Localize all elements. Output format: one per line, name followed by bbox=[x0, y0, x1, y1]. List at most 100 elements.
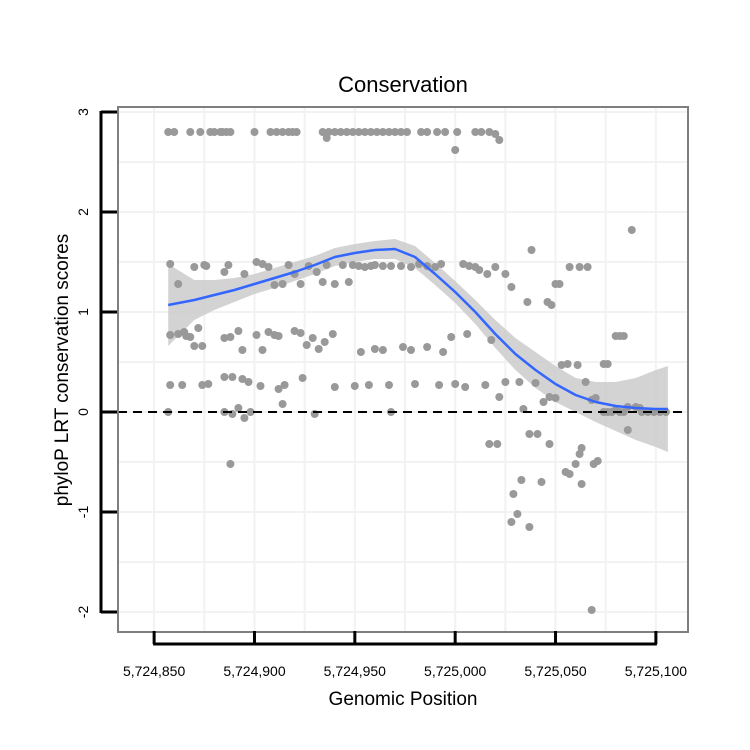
data-point bbox=[487, 336, 496, 344]
data-point bbox=[244, 378, 253, 386]
data-point bbox=[330, 383, 339, 391]
data-point bbox=[451, 380, 460, 388]
data-point bbox=[513, 510, 522, 518]
data-point bbox=[174, 280, 183, 288]
data-point bbox=[220, 268, 229, 276]
data-point bbox=[563, 360, 572, 368]
data-point bbox=[517, 476, 526, 484]
y-tick-label: 2 bbox=[75, 208, 91, 216]
data-point bbox=[533, 430, 542, 438]
data-point bbox=[278, 280, 287, 288]
data-point bbox=[246, 408, 255, 416]
data-point bbox=[258, 346, 267, 354]
data-point bbox=[320, 338, 329, 346]
data-point bbox=[565, 263, 574, 271]
data-point bbox=[198, 342, 207, 350]
data-point bbox=[348, 128, 357, 136]
data-point bbox=[240, 270, 249, 278]
grid-lines bbox=[118, 107, 688, 632]
data-point bbox=[537, 478, 546, 486]
data-point bbox=[485, 440, 494, 448]
data-point bbox=[397, 128, 405, 136]
data-point bbox=[220, 334, 229, 342]
data-point bbox=[296, 280, 305, 288]
x-tick-label: 5,725,000 bbox=[424, 663, 486, 679]
data-point bbox=[342, 128, 351, 136]
data-point bbox=[256, 382, 265, 390]
data-point bbox=[387, 262, 395, 270]
data-point bbox=[575, 263, 584, 271]
x-tick-label: 5,725,100 bbox=[625, 663, 687, 679]
data-point bbox=[330, 128, 339, 136]
data-point bbox=[348, 261, 357, 269]
data-point bbox=[463, 330, 472, 338]
data-point bbox=[270, 281, 279, 289]
data-point bbox=[619, 332, 628, 340]
data-point bbox=[407, 263, 415, 271]
data-point bbox=[224, 261, 233, 269]
data-point bbox=[166, 331, 175, 339]
x-tick-label: 5,725,050 bbox=[524, 663, 586, 679]
data-point bbox=[437, 260, 446, 268]
smooth-line-layer bbox=[167, 247, 668, 411]
x-tick-label: 5,724,900 bbox=[223, 663, 285, 679]
data-point bbox=[475, 266, 484, 274]
data-point bbox=[637, 408, 646, 416]
data-point bbox=[264, 328, 273, 336]
data-point bbox=[525, 523, 534, 531]
data-point bbox=[194, 324, 203, 332]
data-point bbox=[360, 263, 369, 271]
data-point bbox=[198, 381, 207, 389]
data-point bbox=[378, 346, 387, 354]
data-point bbox=[619, 408, 628, 416]
data-point bbox=[545, 393, 554, 401]
data-point bbox=[186, 333, 195, 341]
data-point bbox=[166, 381, 175, 389]
data-point bbox=[302, 341, 311, 349]
data-point bbox=[238, 375, 247, 383]
data-point bbox=[523, 298, 532, 306]
confidence-ribbon bbox=[168, 239, 668, 452]
data-point bbox=[278, 400, 287, 408]
data-point bbox=[228, 373, 237, 381]
data-point bbox=[623, 426, 632, 434]
data-point bbox=[491, 130, 500, 138]
data-point bbox=[204, 380, 213, 388]
data-point bbox=[274, 385, 283, 393]
data-point bbox=[525, 430, 534, 438]
data-point bbox=[431, 263, 440, 271]
x-axis: 5,724,850 5,724,900 5,724,950 5,725,000 5,72… bbox=[123, 631, 687, 679]
data-point bbox=[252, 331, 261, 339]
panel bbox=[117, 106, 689, 633]
data-point bbox=[399, 343, 407, 351]
data-point bbox=[423, 128, 432, 136]
data-point bbox=[587, 606, 596, 614]
data-point bbox=[603, 360, 612, 368]
data-point bbox=[190, 263, 199, 271]
data-point bbox=[318, 278, 327, 286]
data-point bbox=[397, 262, 405, 270]
smooth-line bbox=[167, 247, 668, 411]
data-point bbox=[298, 374, 307, 382]
data-point bbox=[581, 378, 590, 386]
data-point bbox=[296, 329, 305, 337]
data-point bbox=[507, 518, 516, 526]
data-point bbox=[354, 128, 363, 136]
data-point bbox=[477, 128, 486, 136]
data-point bbox=[453, 128, 462, 136]
data-point bbox=[338, 261, 347, 269]
data-point bbox=[322, 261, 331, 269]
data-point bbox=[627, 226, 636, 234]
data-point bbox=[318, 128, 327, 136]
data-point bbox=[471, 128, 480, 136]
data-point bbox=[226, 460, 235, 468]
data-point bbox=[314, 345, 323, 353]
data-point bbox=[539, 398, 548, 406]
data-point bbox=[447, 333, 456, 341]
data-point bbox=[439, 348, 448, 356]
x-tick-label: 5,724,850 bbox=[123, 663, 185, 679]
data-point bbox=[234, 327, 243, 335]
x-tick-label: 5,724,950 bbox=[324, 663, 386, 679]
y-tick-label: 1 bbox=[75, 308, 91, 316]
